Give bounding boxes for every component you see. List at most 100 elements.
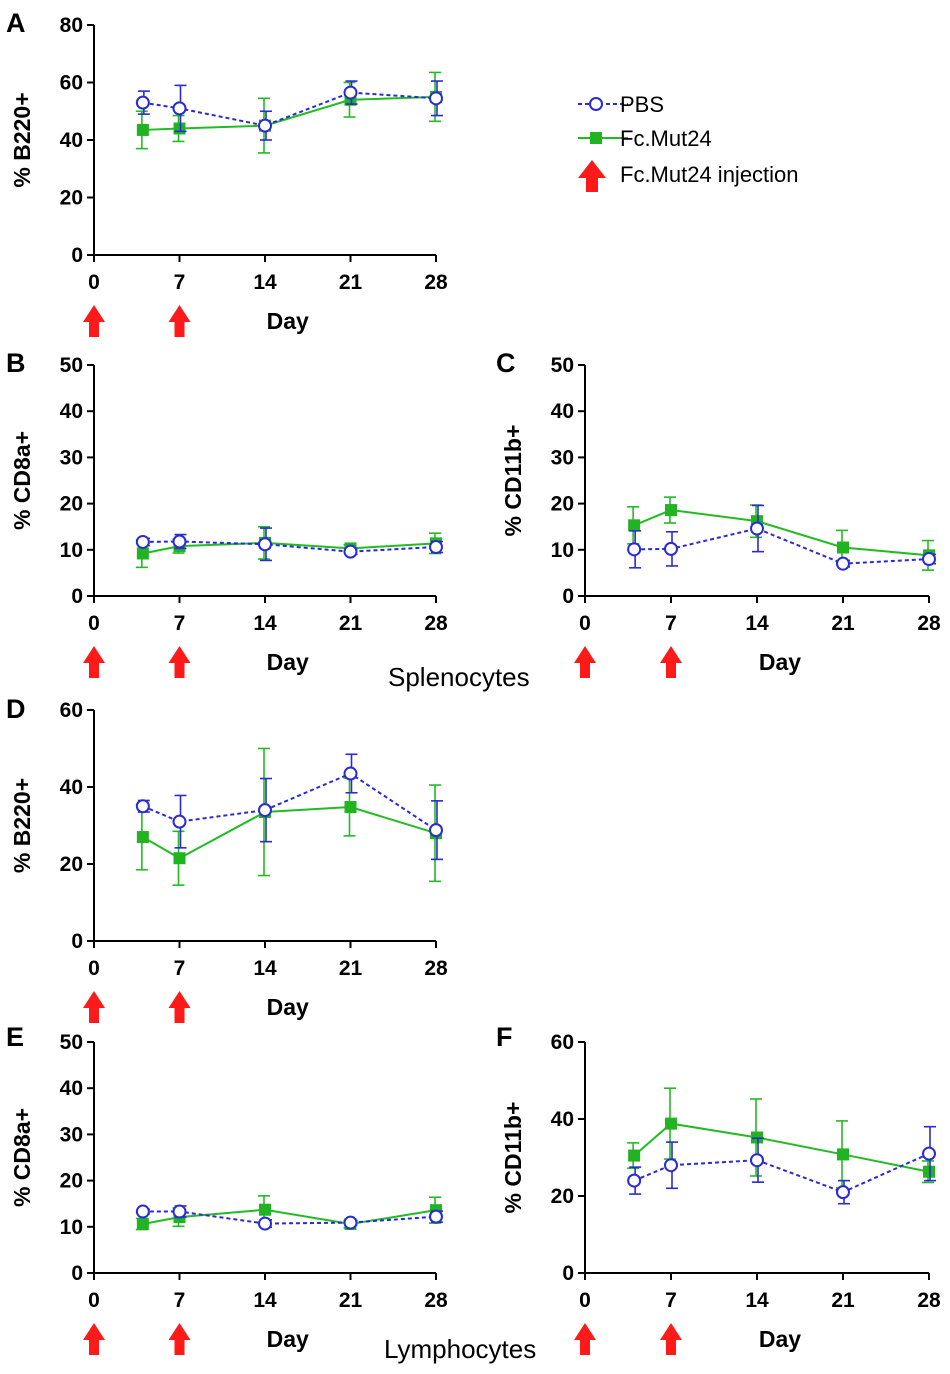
x-tick-label: 0 <box>579 612 591 635</box>
panel-letter-c: C <box>496 348 516 378</box>
data-point-pbs <box>135 799 150 814</box>
data-point-pbs <box>258 1216 272 1231</box>
y-tick-label: 0 <box>71 585 83 608</box>
x-tick-label: 14 <box>253 271 277 294</box>
y-tick-label: 0 <box>562 1262 574 1285</box>
chart-e: E 0 10 20 30 40 50 0 7 14 21 28 Day % CD8a+ <box>6 1022 448 1355</box>
data-point-pbs <box>627 1173 642 1188</box>
y-tick-label: 30 <box>60 1123 83 1146</box>
x-tick-label: 0 <box>88 271 100 294</box>
x-tick-label: 14 <box>253 957 277 980</box>
data-point-pbs <box>135 1204 150 1219</box>
legend: PBS Fc.Mut24 Fc.Mut24 injection <box>578 92 799 192</box>
panel-letter-e: E <box>6 1022 24 1052</box>
series-line-fc-mut24 <box>142 95 437 131</box>
y-axis-title-a: % B220+ <box>9 92 35 187</box>
data-point-fc-mut24 <box>923 1165 935 1178</box>
chart-f: F 0 20 40 60 0 7 14 21 28 Day % CD11b+ <box>496 1022 941 1355</box>
y-tick-label: 60 <box>551 1031 574 1054</box>
panel-letter-f: F <box>496 1022 513 1052</box>
injection-arrow-icon <box>83 305 105 337</box>
data-point-fc-mut24 <box>136 123 149 136</box>
x-tick-label: 7 <box>174 957 186 980</box>
data-point-pbs <box>172 534 187 549</box>
series-line-fc-mut24 <box>142 806 437 860</box>
data-point-pbs <box>172 101 187 116</box>
x-tick-label: 28 <box>917 1289 941 1312</box>
injection-arrow-icon <box>168 991 191 1023</box>
data-point-pbs <box>836 1185 850 1200</box>
injection-arrow-icon <box>168 1323 191 1355</box>
data-point-pbs <box>343 85 358 100</box>
y-tick-label: 30 <box>60 446 83 469</box>
panel-letter-a: A <box>6 8 26 38</box>
data-point-pbs <box>836 556 850 571</box>
y-tick-label: 10 <box>60 539 83 562</box>
y-tick-label: 10 <box>551 539 574 562</box>
x-axis-title-b: Day <box>267 649 309 675</box>
x-tick-label: 14 <box>745 1289 769 1312</box>
data-point-pbs <box>258 537 272 552</box>
data-point-fc-mut24 <box>136 831 149 844</box>
injection-arrow-icon <box>660 1323 682 1355</box>
data-point-fc-mut24 <box>665 504 677 517</box>
x-tick-label: 28 <box>424 1289 448 1312</box>
data-point-pbs <box>429 1209 443 1224</box>
injection-arrow-icon <box>83 646 105 678</box>
y-tick-label: 40 <box>551 400 574 423</box>
chart-c: C 0 10 20 30 40 50 0 7 14 21 28 Day % CD11b+ <box>496 348 941 678</box>
series-line-pbs <box>633 1152 930 1194</box>
x-axis-title-a: Day <box>267 308 309 334</box>
y-tick-label: 60 <box>60 699 83 722</box>
chart-d: D 0 20 40 60 0 7 14 21 28 Day % B220+ <box>6 694 448 1023</box>
x-tick-label: 21 <box>339 1289 363 1312</box>
caption-splenocytes: Splenocytes <box>388 662 530 692</box>
y-tick-label: 20 <box>60 187 83 210</box>
y-tick-label: 0 <box>71 930 83 953</box>
x-tick-label: 21 <box>339 612 363 635</box>
x-tick-label: 7 <box>665 1289 677 1312</box>
x-tick-label: 7 <box>174 271 186 294</box>
y-tick-label: 40 <box>551 1108 574 1131</box>
data-point-pbs <box>343 544 358 559</box>
series-line-fc-mut24 <box>633 509 930 557</box>
x-tick-label: 21 <box>831 1289 855 1312</box>
data-point-pbs <box>664 1158 678 1173</box>
injection-arrow-icon <box>168 305 191 337</box>
data-point-pbs <box>258 803 272 818</box>
x-tick-label: 21 <box>831 612 855 635</box>
data-point-fc-mut24 <box>173 852 186 865</box>
y-axis-title-d: % B220+ <box>9 778 35 873</box>
y-tick-label: 20 <box>60 493 83 516</box>
series-line-pbs <box>142 772 437 831</box>
data-point-fc-mut24 <box>173 122 186 135</box>
x-axis-title-d: Day <box>267 994 309 1020</box>
injection-arrow-icon <box>660 646 682 678</box>
injection-arrow-icon <box>574 646 596 678</box>
y-axis-title-e: % CD8a+ <box>9 1108 35 1207</box>
data-point-pbs <box>429 823 443 838</box>
y-tick-label: 30 <box>551 446 574 469</box>
x-tick-label: 28 <box>424 612 448 635</box>
y-tick-label: 20 <box>551 493 574 516</box>
x-tick-label: 7 <box>174 612 186 635</box>
y-tick-label: 0 <box>71 244 83 267</box>
x-tick-label: 28 <box>424 271 448 294</box>
panel-letter-d: D <box>6 694 26 724</box>
injection-arrow-icon <box>574 1323 596 1355</box>
y-tick-label: 40 <box>60 400 83 423</box>
data-point-pbs <box>343 1215 358 1230</box>
x-axis-title-c: Day <box>759 649 801 675</box>
injection-arrow-icon <box>83 991 105 1023</box>
y-tick-label: 10 <box>60 1216 83 1239</box>
y-tick-label: 80 <box>60 14 83 37</box>
y-tick-label: 0 <box>562 585 574 608</box>
y-tick-label: 50 <box>60 354 83 377</box>
data-point-pbs <box>429 540 443 555</box>
x-tick-label: 28 <box>424 957 448 980</box>
legend-pbs-marker <box>589 97 603 111</box>
series-line-fc-mut24 <box>633 1122 930 1173</box>
data-point-fc-mut24 <box>136 547 149 560</box>
x-axis-title-f: Day <box>759 1326 801 1352</box>
x-tick-label: 21 <box>339 271 363 294</box>
